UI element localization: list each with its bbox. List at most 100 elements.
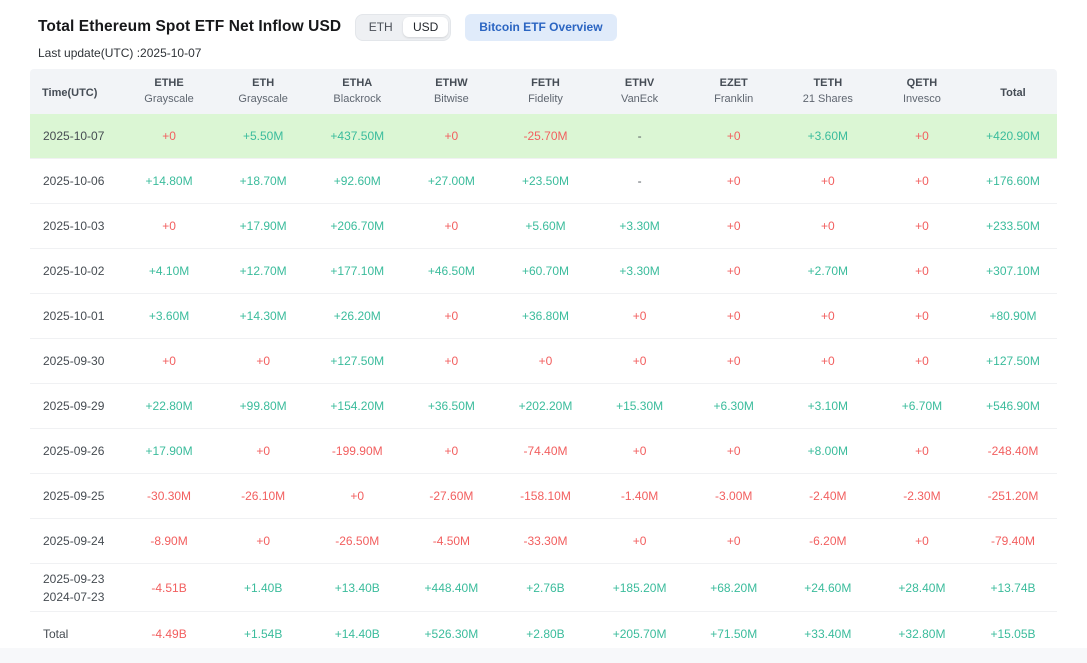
- value-cell: +0: [780, 159, 875, 204]
- value-cell: +185.20M: [592, 564, 687, 612]
- column-header: FETH Fidelity: [498, 69, 593, 114]
- value-cell: +17.90M: [122, 429, 217, 474]
- value-cell: +80.90M: [969, 294, 1057, 339]
- value-cell: +99.80M: [216, 384, 311, 429]
- value-cell: +14.30M: [216, 294, 311, 339]
- value-cell: +1.40B: [216, 564, 311, 612]
- value-cell: +127.50M: [310, 339, 405, 384]
- value-cell: -251.20M: [969, 474, 1057, 519]
- table-header: Time(UTC) ETHE Grayscale ETH Grayscale ETHA Bl…: [30, 69, 1057, 114]
- currency-toggle[interactable]: ETH USD: [355, 13, 452, 41]
- date-cell: 2025-09-26: [30, 429, 122, 474]
- column-header: QETH Invesco: [874, 69, 969, 114]
- value-cell: +0: [780, 294, 875, 339]
- value-cell: -1.40M: [592, 474, 687, 519]
- value-cell: +0: [874, 204, 969, 249]
- value-cell: -79.40M: [969, 519, 1057, 564]
- value-cell: +26.20M: [310, 294, 405, 339]
- value-cell: -26.50M: [310, 519, 405, 564]
- value-cell: +0: [686, 159, 781, 204]
- table-row: 2025-10-02 +4.10M +12.70M +177.10M +46.50M +6…: [30, 249, 1057, 294]
- value-cell: +0: [874, 429, 969, 474]
- value-cell: +46.50M: [404, 249, 499, 294]
- value-cell: -4.51B: [122, 564, 217, 612]
- value-cell: +2.70M: [780, 249, 875, 294]
- value-cell: -: [592, 159, 687, 204]
- value-cell: +5.50M: [216, 114, 311, 159]
- table-row: 2025-10-03 +0 +17.90M +206.70M +0 +5.60M +3.30…: [30, 204, 1057, 249]
- column-header: ETHE Grayscale: [122, 69, 217, 114]
- value-cell: -4.50M: [404, 519, 499, 564]
- date-cell: 2025-10-01: [30, 294, 122, 339]
- value-cell: +0: [686, 294, 781, 339]
- value-cell: +233.50M: [969, 204, 1057, 249]
- value-cell: +0: [498, 339, 593, 384]
- value-cell: +18.70M: [216, 159, 311, 204]
- page-footer-strip: [0, 648, 1087, 663]
- value-cell: -8.90M: [122, 519, 217, 564]
- value-cell: +5.60M: [498, 204, 593, 249]
- toggle-option-eth[interactable]: ETH: [368, 20, 393, 34]
- value-cell: +2.76B: [498, 564, 593, 612]
- value-cell: +0: [874, 114, 969, 159]
- value-cell: +0: [404, 339, 499, 384]
- value-cell: +0: [874, 519, 969, 564]
- date-cell: 2025-10-07: [30, 114, 122, 159]
- value-cell: +176.60M: [969, 159, 1057, 204]
- value-cell: +0: [592, 294, 687, 339]
- value-cell: +0: [686, 204, 781, 249]
- value-cell: +0: [780, 339, 875, 384]
- value-cell: +0: [404, 114, 499, 159]
- bitcoin-etf-overview-button[interactable]: Bitcoin ETF Overview: [465, 13, 617, 41]
- value-cell: +28.40M: [874, 564, 969, 612]
- table-row: 2025-09-26 +17.90M +0 -199.90M +0 -74.40M +0 +0…: [30, 429, 1057, 474]
- date-cell: 2025-09-29: [30, 384, 122, 429]
- value-cell: +23.50M: [498, 159, 593, 204]
- etf-inflow-table: Time(UTC) ETHE Grayscale ETH Grayscale ETHA Bl…: [30, 69, 1057, 657]
- column-header: ETHW Bitwise: [404, 69, 499, 114]
- value-cell: -33.30M: [498, 519, 593, 564]
- value-cell: +3.30M: [592, 204, 687, 249]
- value-cell: -2.40M: [780, 474, 875, 519]
- value-cell: +0: [404, 204, 499, 249]
- value-cell: +420.90M: [969, 114, 1057, 159]
- value-cell: +36.80M: [498, 294, 593, 339]
- table-row: 2025-09-25 -30.30M -26.10M +0 -27.60M -158.10…: [30, 474, 1057, 519]
- value-cell: +3.10M: [780, 384, 875, 429]
- value-cell: +6.70M: [874, 384, 969, 429]
- value-cell: -26.10M: [216, 474, 311, 519]
- value-cell: +0: [122, 339, 217, 384]
- value-cell: +0: [686, 249, 781, 294]
- column-header: Time(UTC): [30, 69, 122, 114]
- value-cell: +0: [122, 204, 217, 249]
- value-cell: -27.60M: [404, 474, 499, 519]
- value-cell: +15.30M: [592, 384, 687, 429]
- value-cell: +0: [592, 339, 687, 384]
- date-cell: 2025-10-02: [30, 249, 122, 294]
- value-cell: +0: [216, 339, 311, 384]
- value-cell: +6.30M: [686, 384, 781, 429]
- value-cell: +0: [874, 294, 969, 339]
- value-cell: +0: [404, 294, 499, 339]
- value-cell: +0: [686, 339, 781, 384]
- toggle-option-usd[interactable]: USD: [403, 17, 449, 37]
- value-cell: -158.10M: [498, 474, 593, 519]
- value-cell: -30.30M: [122, 474, 217, 519]
- value-cell: -248.40M: [969, 429, 1057, 474]
- value-cell: +0: [216, 519, 311, 564]
- value-cell: +0: [592, 429, 687, 474]
- value-cell: +13.74B: [969, 564, 1057, 612]
- date-cell: 2025-09-30: [30, 339, 122, 384]
- value-cell: +3.30M: [592, 249, 687, 294]
- value-cell: +36.50M: [404, 384, 499, 429]
- value-cell: +12.70M: [216, 249, 311, 294]
- value-cell: +92.60M: [310, 159, 405, 204]
- table-row: 2025-09-30 +0 +0 +127.50M +0 +0 +0 +0 +0 +0 +127.5…: [30, 339, 1057, 384]
- table-row: 2025-10-06 +14.80M +18.70M +92.60M +27.00M +2…: [30, 159, 1057, 204]
- value-cell: +24.60M: [780, 564, 875, 612]
- date-cell: 2025-09-25: [30, 474, 122, 519]
- column-header: ETH Grayscale: [216, 69, 311, 114]
- value-cell: +0: [592, 519, 687, 564]
- value-cell: +60.70M: [498, 249, 593, 294]
